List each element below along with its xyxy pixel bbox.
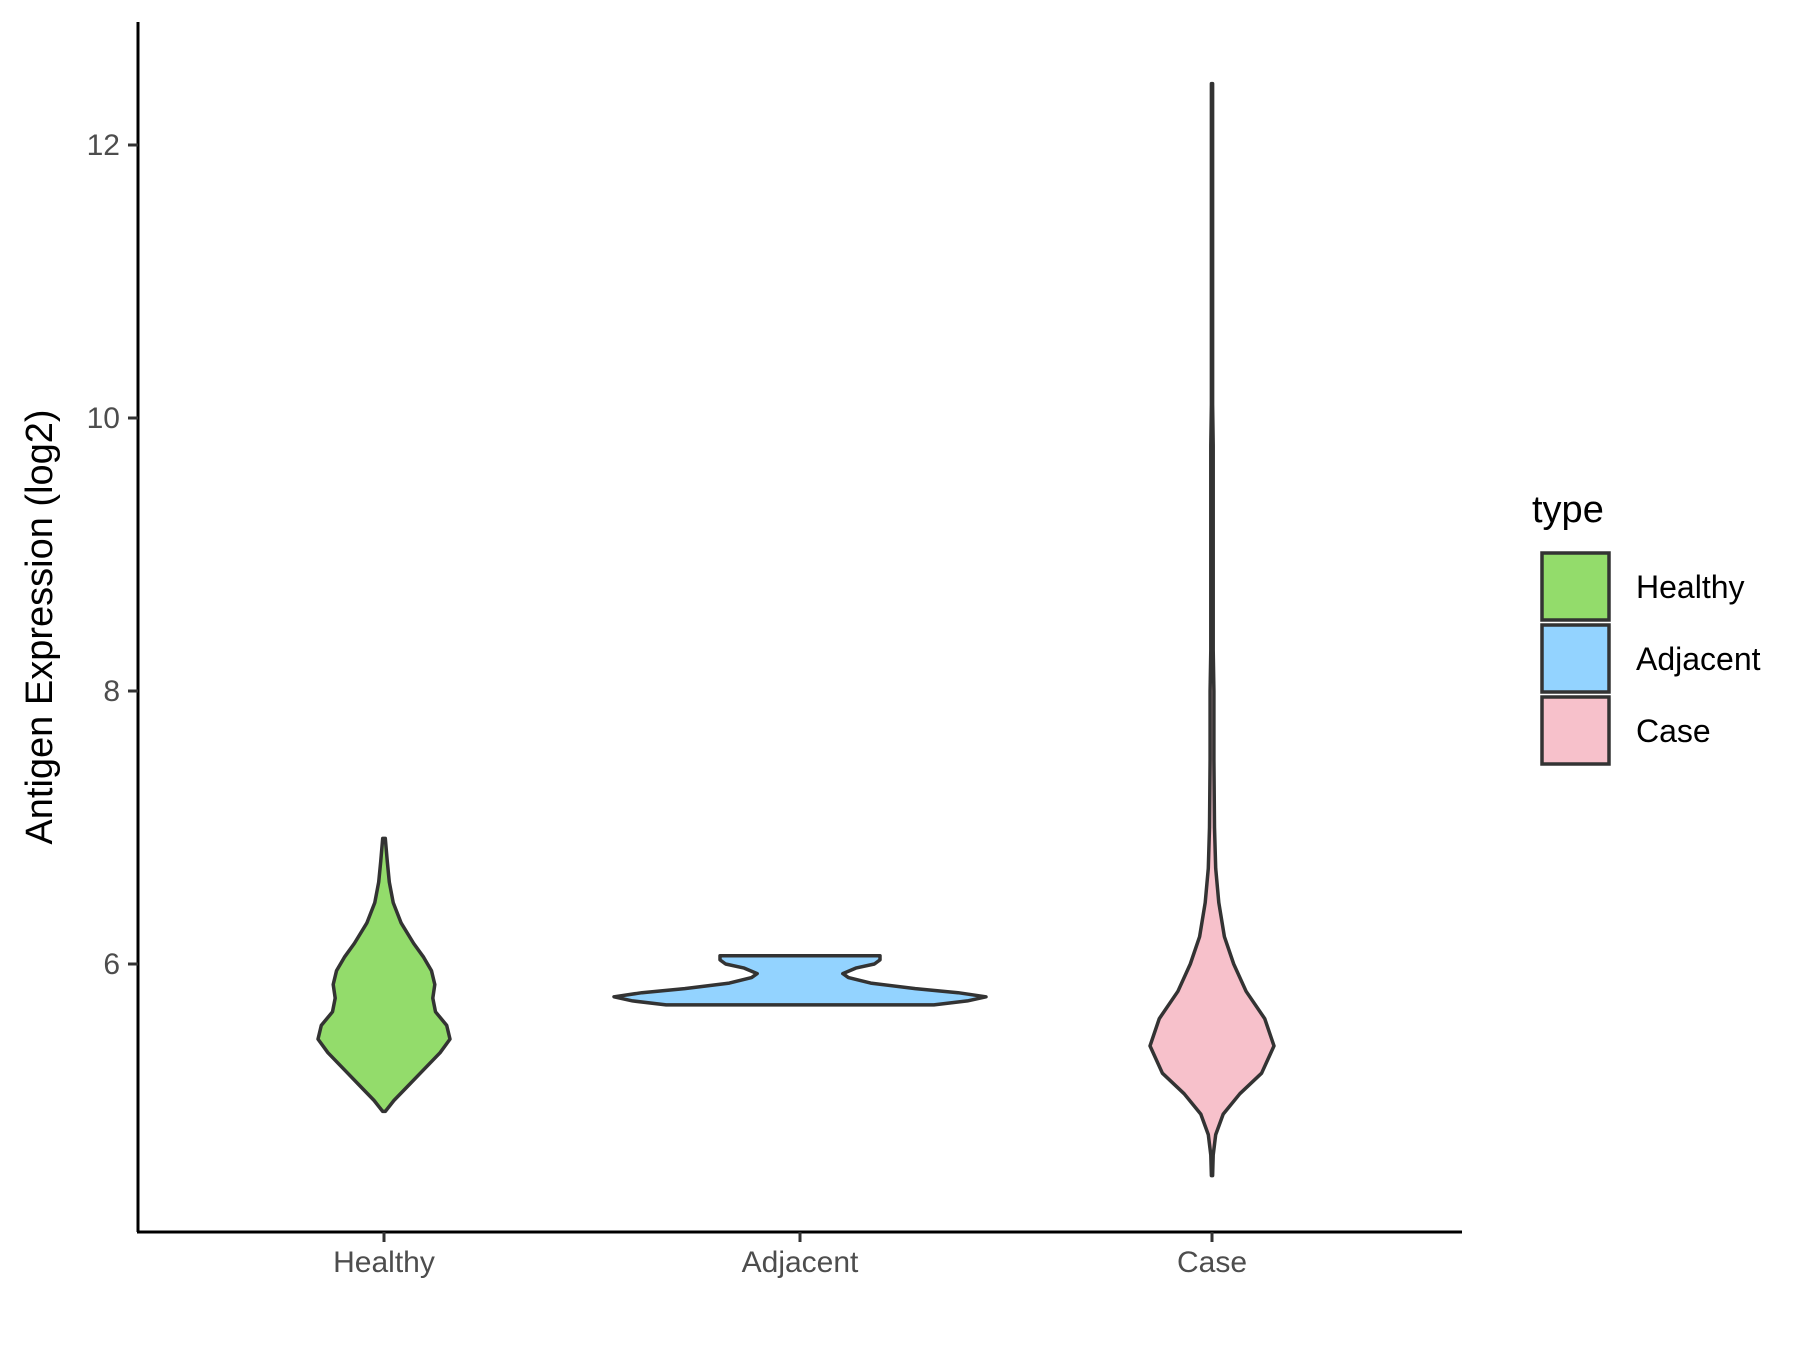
y-tick-label: 8 [103, 675, 120, 708]
x-tick-label: Adjacent [742, 1246, 859, 1279]
x-tick-label: Case [1177, 1246, 1247, 1279]
legend-label-case: Case [1636, 713, 1711, 749]
y-axis-title: Antigen Expression (log2) [19, 409, 61, 844]
legend-swatch-healthy [1540, 551, 1611, 622]
y-tick-label: 6 [103, 948, 120, 981]
legend-swatch-case [1540, 695, 1611, 766]
y-tick-label: 12 [87, 129, 120, 162]
legend-label-adjacent: Adjacent [1636, 641, 1761, 677]
legend-label-healthy: Healthy [1636, 569, 1745, 605]
legend-title: type [1532, 489, 1604, 531]
violin-adjacent [612, 954, 988, 1007]
y-tick-label: 10 [87, 402, 120, 435]
legend-swatch-adjacent [1540, 623, 1611, 694]
legend: type Healthy Adjacent Case [1532, 489, 1761, 766]
violin-case [1148, 81, 1276, 1178]
x-ticks: Healthy Adjacent Case [333, 1232, 1247, 1279]
y-ticks: 6 8 10 12 [87, 129, 138, 981]
violin-layer [316, 81, 1276, 1178]
violin-healthy [316, 836, 452, 1114]
x-tick-label: Healthy [333, 1246, 435, 1279]
